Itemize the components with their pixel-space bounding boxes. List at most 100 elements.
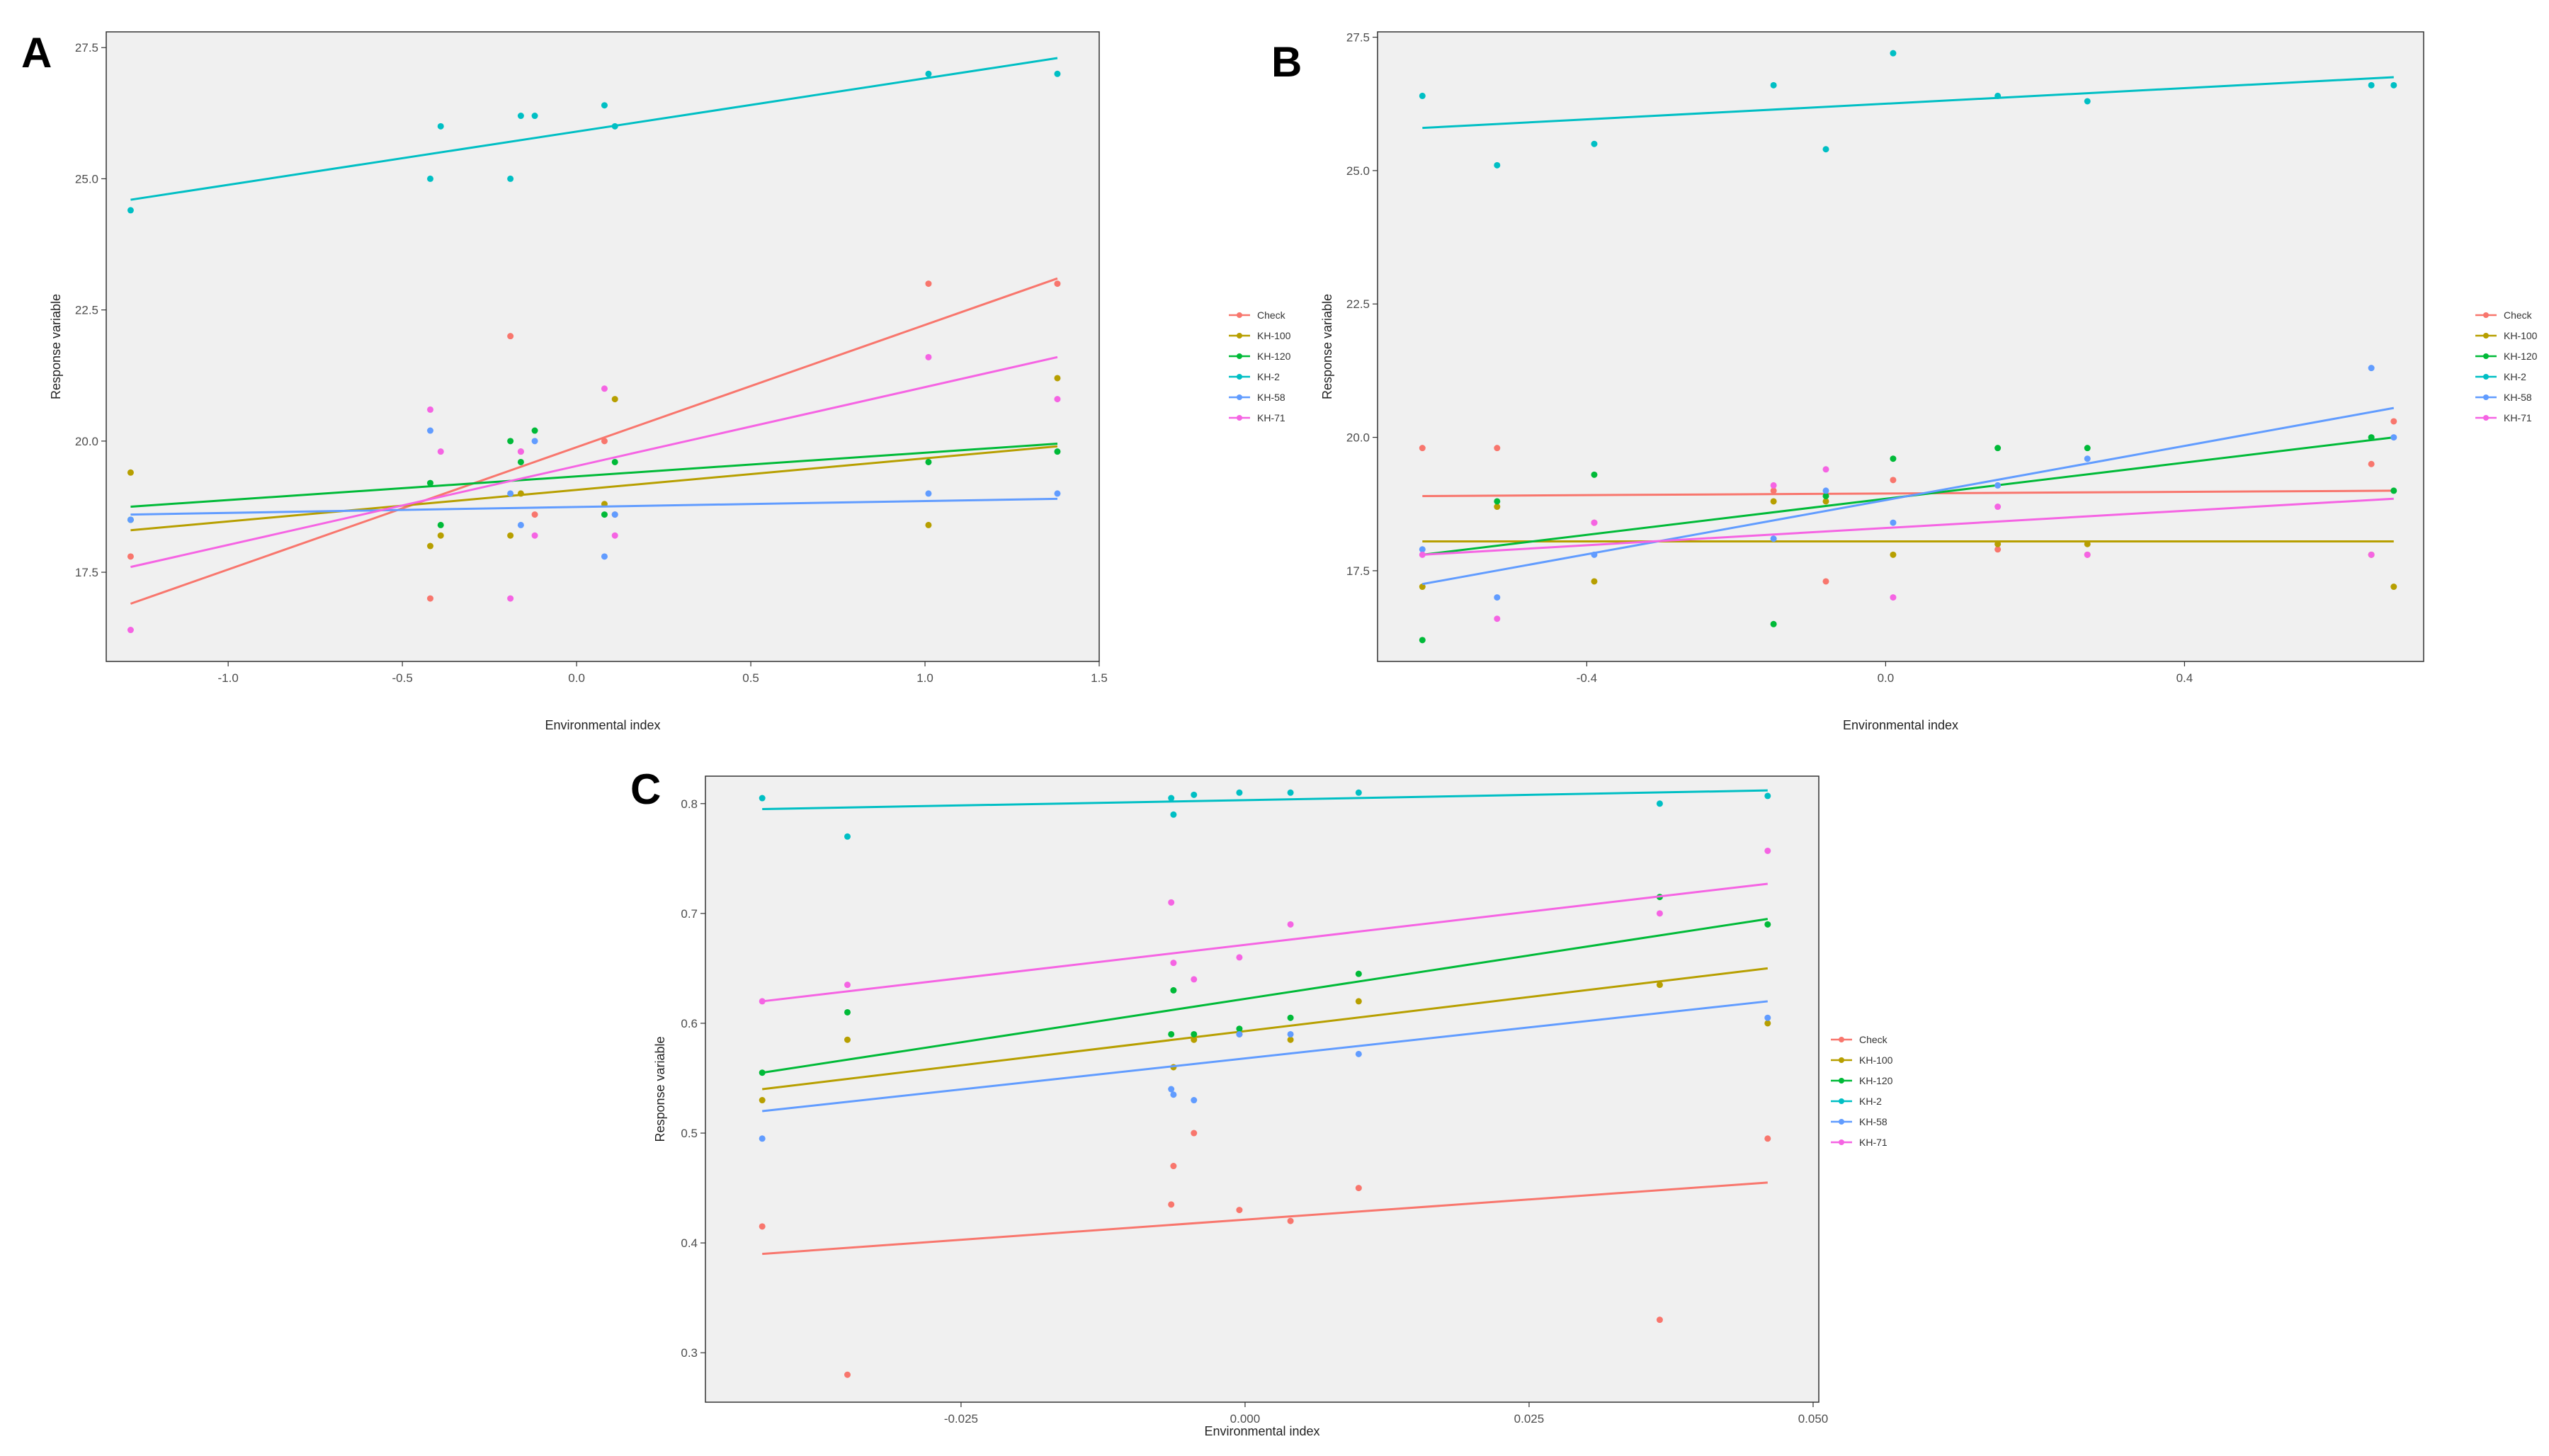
y-tick-label: 20.0 bbox=[75, 435, 98, 448]
data-point-kh-100 bbox=[426, 542, 433, 550]
data-point-kh-120 bbox=[426, 479, 433, 487]
data-point-check bbox=[1994, 546, 2002, 553]
fit-line-kh-2 bbox=[762, 789, 1768, 811]
data-point-kh-58 bbox=[1591, 551, 1598, 558]
data-point-kh-71 bbox=[1287, 921, 1294, 928]
data-point-kh-100 bbox=[611, 396, 618, 403]
data-point-kh-100 bbox=[1287, 1036, 1294, 1043]
data-point-kh-120 bbox=[2390, 487, 2397, 494]
fit-line-kh-2 bbox=[1422, 76, 2394, 130]
data-point-kh-2 bbox=[1168, 795, 1175, 802]
data-point-kh-71 bbox=[426, 406, 433, 413]
data-point-kh-100 bbox=[1591, 578, 1598, 585]
data-point-kh-100 bbox=[1494, 504, 1501, 511]
data-point-kh-58 bbox=[2084, 455, 2091, 462]
fit-line-kh-71 bbox=[762, 882, 1768, 1003]
legend-label: KH-2 bbox=[1257, 371, 1280, 382]
data-point-kh-58 bbox=[1419, 546, 1426, 553]
data-point-check bbox=[531, 511, 538, 518]
data-point-kh-2 bbox=[1287, 789, 1294, 796]
series-kh-71 bbox=[127, 353, 1061, 634]
data-point-check bbox=[2368, 460, 2375, 467]
legend-swatch-point bbox=[1237, 353, 1242, 359]
fit-line-kh-58 bbox=[762, 1000, 1768, 1113]
legend-label: KH-71 bbox=[1257, 412, 1285, 423]
y-tick-label: 27.5 bbox=[1346, 31, 1370, 45]
data-point-kh-58 bbox=[1890, 519, 1897, 526]
data-point-kh-120 bbox=[1054, 448, 1061, 455]
data-point-kh-2 bbox=[1170, 811, 1177, 818]
legend-swatch-point bbox=[1237, 333, 1242, 339]
data-point-kh-58 bbox=[1822, 487, 1829, 494]
data-point-kh-100 bbox=[1054, 375, 1061, 382]
data-point-kh-58 bbox=[1770, 535, 1777, 542]
data-point-kh-120 bbox=[1168, 1030, 1175, 1037]
data-point-kh-2 bbox=[1591, 140, 1598, 147]
data-point-kh-2 bbox=[1054, 70, 1061, 77]
y-tick-label: 0.3 bbox=[681, 1346, 698, 1360]
legend-swatch-point bbox=[2483, 312, 2489, 318]
y-tick-label: 25.0 bbox=[75, 172, 98, 186]
x-axis-title: Environmental index bbox=[1204, 1424, 1319, 1438]
data-point-kh-100 bbox=[1994, 540, 2002, 547]
data-point-kh-58 bbox=[611, 511, 618, 518]
data-point-check bbox=[844, 1371, 851, 1378]
legend-swatch-point bbox=[1237, 312, 1242, 318]
data-point-check bbox=[507, 333, 514, 340]
panel-c: C -0.025 0.000 0.025 0.050 0.3 0.4 0.5 0.6 0.7 0.8… bbox=[630, 766, 1893, 1438]
data-point-kh-2 bbox=[1890, 50, 1897, 57]
data-point-kh-2 bbox=[1822, 146, 1829, 153]
data-point-kh-120 bbox=[1890, 455, 1897, 462]
data-point-kh-58 bbox=[531, 438, 538, 445]
data-point-kh-71 bbox=[437, 448, 444, 455]
data-point-kh-71 bbox=[1822, 466, 1829, 473]
data-point-check bbox=[1822, 578, 1829, 585]
data-point-kh-71 bbox=[1591, 519, 1598, 526]
data-point-kh-2 bbox=[1191, 791, 1198, 798]
data-point-kh-58 bbox=[127, 516, 134, 523]
series-kh-2 bbox=[759, 789, 1771, 840]
data-point-check bbox=[426, 595, 433, 602]
legend-label: KH-2 bbox=[1859, 1096, 1882, 1107]
legend-label: Check bbox=[1859, 1034, 1888, 1045]
x-tick-label: 0.5 bbox=[742, 671, 759, 685]
data-point-kh-120 bbox=[1170, 986, 1177, 994]
y-tick-label: 22.5 bbox=[1346, 297, 1370, 311]
data-point-kh-71 bbox=[601, 385, 608, 392]
data-point-kh-2 bbox=[426, 175, 433, 182]
data-point-kh-58 bbox=[1355, 1050, 1362, 1057]
data-point-kh-2 bbox=[517, 113, 524, 120]
data-point-kh-120 bbox=[1822, 492, 1829, 499]
data-point-kh-2 bbox=[2084, 98, 2091, 105]
x-tick-label: 1.5 bbox=[1091, 671, 1108, 685]
y-tick-label: 17.5 bbox=[1346, 564, 1370, 578]
data-point-kh-100 bbox=[1355, 998, 1362, 1005]
legend-label: KH-2 bbox=[2504, 371, 2526, 382]
data-point-kh-71 bbox=[1656, 910, 1663, 917]
legend-label: KH-100 bbox=[1859, 1054, 1893, 1066]
x-tick-label: 0.025 bbox=[1514, 1412, 1545, 1426]
data-point-kh-2 bbox=[127, 207, 134, 214]
data-point-kh-100 bbox=[925, 521, 932, 528]
data-point-kh-58 bbox=[426, 427, 433, 434]
data-point-kh-2 bbox=[531, 113, 538, 120]
legend-label: KH-58 bbox=[1859, 1116, 1887, 1127]
fit-line-kh-120 bbox=[130, 443, 1058, 508]
fit-line-kh-58 bbox=[1422, 406, 2395, 586]
data-point-kh-100 bbox=[1890, 551, 1897, 558]
data-point-check bbox=[1191, 1130, 1198, 1137]
fit-line-kh-71 bbox=[130, 356, 1058, 569]
data-point-check bbox=[1494, 445, 1501, 452]
series-kh-58 bbox=[759, 1000, 1771, 1142]
data-point-kh-120 bbox=[531, 427, 538, 434]
legend-label: KH-120 bbox=[1859, 1075, 1893, 1086]
fit-line-kh-58 bbox=[130, 497, 1057, 516]
data-point-kh-58 bbox=[1494, 594, 1501, 601]
data-point-kh-100 bbox=[759, 1097, 766, 1104]
data-point-kh-2 bbox=[1419, 92, 1426, 99]
data-point-kh-100 bbox=[2390, 584, 2397, 591]
data-point-kh-2 bbox=[844, 833, 851, 840]
fit-line-kh-71 bbox=[1422, 497, 2394, 556]
data-point-kh-120 bbox=[1994, 445, 2002, 452]
data-point-kh-120 bbox=[1287, 1014, 1294, 1021]
